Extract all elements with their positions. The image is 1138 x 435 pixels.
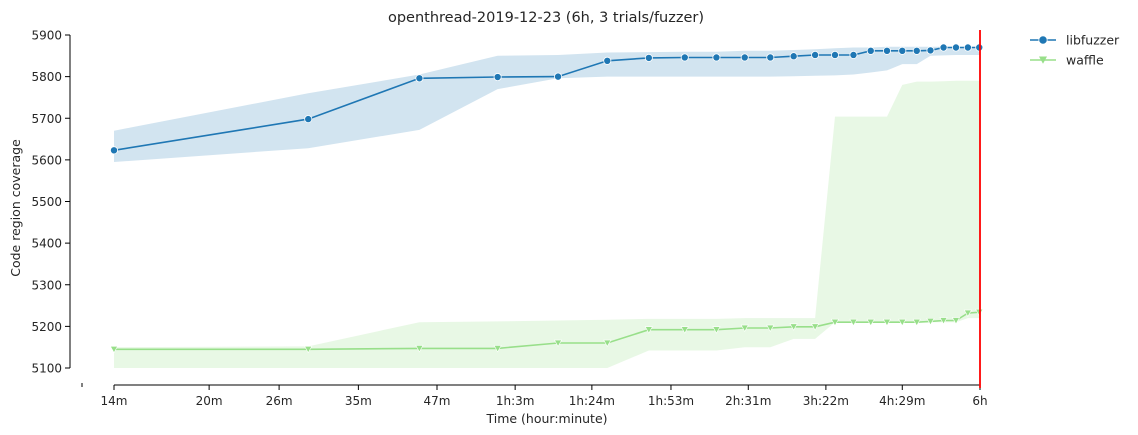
waffle-point — [712, 326, 721, 334]
libfuzzer-point — [849, 50, 858, 59]
waffle-point — [882, 318, 892, 327]
libfuzzer-point — [554, 72, 563, 81]
libfuzzer-point — [740, 53, 749, 62]
waffle-point — [680, 326, 689, 334]
libfuzzer-point — [830, 50, 839, 59]
waffle-point — [740, 324, 749, 333]
waffle-point — [789, 323, 798, 331]
x-tick-label: 1h:24m — [569, 394, 615, 408]
y-tick-label: 5300 — [31, 278, 62, 292]
y-tick-label: 5800 — [31, 70, 62, 84]
y-tick-label: 5100 — [31, 362, 62, 376]
waffle-point — [830, 318, 840, 327]
y-tick-label: 5600 — [31, 153, 62, 167]
waffle-point — [553, 339, 563, 348]
libfuzzer-point — [811, 50, 820, 59]
libfuzzer-point — [866, 46, 875, 55]
waffle-point — [810, 323, 820, 331]
waffle-point — [912, 318, 921, 327]
libfuzzer-point — [789, 52, 798, 61]
legend: libfuzzer waffle — [1030, 33, 1120, 68]
libfuzzer-point — [963, 43, 972, 52]
x-tick-label: 1h:53m — [648, 394, 694, 408]
libfuzzer-point — [926, 46, 935, 55]
libfuzzer-point — [712, 53, 721, 62]
libfuzzer-point — [898, 46, 907, 55]
waffle-point — [951, 317, 961, 325]
y-tick-label: 5700 — [31, 112, 62, 126]
waffle-confidence-band — [114, 80, 980, 369]
waffle-point — [926, 318, 935, 326]
libfuzzer-point — [882, 46, 891, 55]
waffle-point — [766, 324, 775, 333]
legend-marker-waffle — [1039, 56, 1047, 64]
libfuzzer-point — [680, 53, 689, 62]
x-tick-label: 1h:3m — [496, 394, 535, 408]
libfuzzer-point — [493, 73, 502, 82]
libfuzzer-confidence-band — [114, 46, 980, 163]
waffle-point — [866, 318, 875, 327]
confidence-bands — [114, 46, 980, 369]
waffle-point — [963, 309, 972, 318]
y-axis-label: Code region coverage — [8, 139, 23, 277]
x-tick-label: 20m — [196, 394, 223, 408]
libfuzzer-point — [951, 43, 960, 52]
series-markers — [109, 43, 984, 354]
x-tick-label: 35m — [345, 394, 372, 408]
libfuzzer-point — [415, 74, 424, 83]
libfuzzer-point — [304, 115, 313, 124]
y-tick-label: 5500 — [31, 195, 62, 209]
libfuzzer-point — [912, 46, 921, 55]
waffle-point — [304, 345, 313, 354]
x-axis-label: Time (hour:minute) — [485, 411, 607, 426]
libfuzzer-point — [110, 146, 119, 155]
legend-label-libfuzzer: libfuzzer — [1066, 33, 1120, 48]
libfuzzer-point — [603, 56, 612, 65]
x-tick-label: 14m — [101, 394, 128, 408]
x-tick-label: 2h:31m — [725, 394, 771, 408]
x-tick-label: 6h — [972, 394, 987, 408]
waffle-point — [644, 326, 653, 334]
y-tick-label: 5900 — [31, 29, 62, 43]
waffle-point — [939, 317, 948, 325]
waffle-point — [849, 318, 858, 327]
waffle-point — [493, 345, 502, 353]
libfuzzer-point — [644, 53, 653, 62]
waffle-point — [415, 345, 424, 353]
waffle-point — [898, 318, 907, 327]
libfuzzer-point — [766, 53, 775, 62]
x-tick-label: 3h:22m — [803, 394, 849, 408]
waffle-point — [109, 345, 119, 354]
legend-label-waffle: waffle — [1066, 53, 1104, 68]
x-tick-label: 4h:29m — [879, 394, 925, 408]
x-tick-label: 47m — [424, 394, 451, 408]
y-tick-label: 5200 — [31, 320, 62, 334]
legend-marker-libfuzzer — [1038, 35, 1048, 45]
waffle-point — [603, 339, 612, 348]
chart-title: openthread-2019-12-23 (6h, 3 trials/fuzz… — [388, 10, 704, 26]
y-tick-label: 5400 — [31, 237, 62, 251]
x-tick-label: 26m — [266, 394, 293, 408]
axes: 5100 5200 5300 5400 5500 5600 5700 5800 5900 14m 2… — [31, 29, 987, 409]
libfuzzer-point — [939, 43, 948, 52]
